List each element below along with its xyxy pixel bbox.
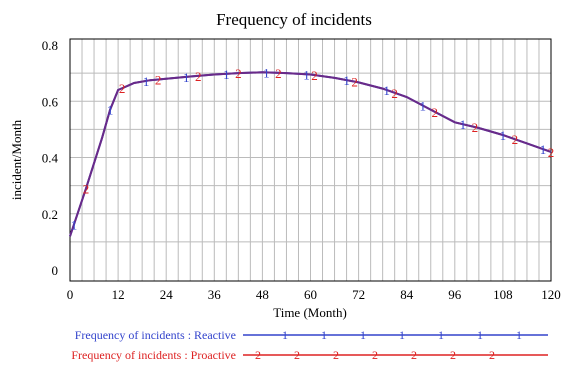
series-marker-2: 2 (155, 72, 162, 87)
legend-label: Frequency of incidents : Reactive (75, 328, 236, 342)
y-tick-label: 0.4 (42, 151, 59, 166)
x-axis-ticks: 0 12 24 36 48 60 72 84 96 108 120 (67, 287, 561, 302)
x-tick-label: 96 (448, 287, 462, 302)
y-tick-label: 0.8 (42, 38, 58, 53)
series-marker-1: 1 (143, 74, 150, 89)
series-marker-2: 2 (472, 120, 479, 135)
x-tick-label: 12 (112, 287, 125, 302)
x-tick-label: 108 (493, 287, 513, 302)
grid-lines (70, 39, 551, 281)
legend-marker: 2 (255, 348, 261, 362)
legend-marker: 1 (321, 328, 327, 342)
x-tick-label: 120 (541, 287, 561, 302)
y-tick-label: 0.6 (42, 94, 59, 109)
series-marker-1: 1 (263, 65, 270, 80)
series-marker-2: 2 (432, 105, 439, 120)
series-marker-1: 1 (183, 70, 190, 85)
series-marker-1: 1 (71, 217, 78, 232)
y-tick-label: 0 (52, 263, 59, 278)
y-axis-ticks: 0 0.2 0.4 0.6 0.8 (42, 38, 59, 278)
series-marker-2: 2 (548, 145, 555, 160)
legend-marker: 1 (360, 328, 366, 342)
series-marker-1: 1 (460, 117, 467, 132)
legend-label: Frequency of incidents : Proactive (71, 348, 236, 362)
x-tick-label: 36 (208, 287, 222, 302)
legend-marker: 2 (411, 348, 417, 362)
legend-marker: 1 (516, 328, 522, 342)
x-tick-label: 84 (400, 287, 414, 302)
plot-area-frame (69, 38, 552, 282)
series-marker-1: 1 (419, 98, 426, 113)
series-marker-1: 1 (223, 67, 230, 82)
x-axis-label: Time (Month) (273, 305, 347, 320)
series-marker-2: 2 (351, 75, 358, 90)
legend-marker: 2 (489, 348, 495, 362)
x-tick-label: 72 (352, 287, 365, 302)
series-marker-2: 2 (391, 86, 398, 101)
series-marker-1: 1 (303, 67, 310, 82)
series-marker-2: 2 (195, 69, 202, 84)
series-line-proactive (69, 71, 552, 237)
series-marker-2: 2 (311, 68, 318, 83)
series-marker-2: 2 (83, 181, 90, 196)
series-marker-2: 2 (235, 66, 242, 81)
chart-title: Frequency of incidents (216, 10, 372, 29)
series-marker-1: 1 (107, 103, 114, 118)
x-tick-label: 0 (67, 287, 74, 302)
series-marker-1: 1 (500, 128, 507, 143)
series-marker-1: 1 (343, 73, 350, 88)
x-tick-label: 24 (160, 287, 174, 302)
legend-marker: 1 (438, 328, 444, 342)
legend: Frequency of incidents : Reactive 1 1 1 1 1 1 1… (71, 328, 548, 362)
legend-marker: 1 (477, 328, 483, 342)
y-axis-label: incident/Month (9, 119, 24, 200)
legend-marker: 2 (372, 348, 378, 362)
y-tick-label: 0.2 (42, 207, 58, 222)
series-marker-2: 2 (512, 132, 519, 147)
series-marker-2: 2 (119, 81, 126, 96)
series-marker-2: 2 (275, 66, 282, 81)
x-tick-label: 48 (256, 287, 269, 302)
legend-marker: 1 (282, 328, 288, 342)
legend-marker: 1 (399, 328, 405, 342)
series-marker-1: 1 (540, 142, 547, 157)
series-marker-1: 1 (383, 83, 390, 98)
legend-marker: 2 (294, 348, 300, 362)
legend-marker: 2 (333, 348, 339, 362)
x-tick-label: 60 (304, 287, 317, 302)
legend-marker: 2 (450, 348, 456, 362)
